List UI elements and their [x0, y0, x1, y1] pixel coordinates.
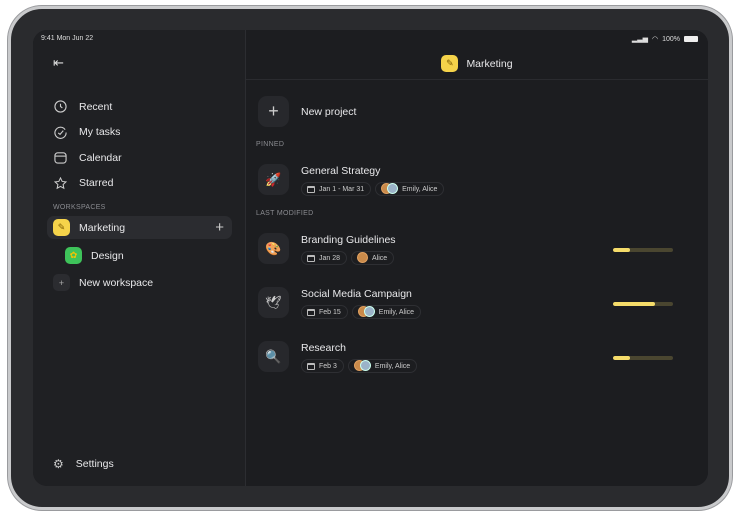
settings-label: Settings — [75, 458, 114, 470]
calendar-icon — [307, 185, 315, 193]
avatar — [363, 305, 375, 317]
plus-icon: + — [53, 274, 70, 291]
plus-icon: + — [258, 96, 289, 127]
project-date: Feb 3 — [319, 362, 337, 370]
progress-bar — [613, 356, 673, 360]
new-project-label: New project — [301, 106, 357, 118]
date-chip: Jan 28 — [301, 251, 348, 265]
header: ✎ Marketing — [246, 48, 708, 80]
workspaces-label: WORKSPACES — [53, 204, 106, 211]
project-row[interactable]: 🎨 Branding Guidelines Jan 28 Alice — [258, 233, 396, 265]
new-workspace-label: New workspace — [79, 276, 154, 289]
project-people: Emily, Alice — [378, 308, 415, 316]
gear-icon: ⚙ — [53, 457, 64, 471]
pinned-label: PINNED — [256, 141, 285, 148]
nav-recent[interactable]: Recent — [53, 94, 122, 120]
calendar-icon — [307, 254, 315, 262]
progress-bar — [613, 248, 673, 252]
project-row[interactable]: 🕊 Social Media Campaign Feb 15 Emily, Al… — [258, 287, 422, 319]
new-project-button[interactable]: + New project — [258, 96, 356, 127]
date-chip: Jan 1 - Mar 31 — [301, 182, 372, 196]
nav-label: My tasks — [79, 126, 121, 139]
workspace-label: Design — [91, 249, 124, 262]
wifi-icon: ◠ — [651, 36, 659, 43]
last-modified-label: LAST MODIFIED — [256, 210, 314, 217]
new-workspace-button[interactable]: + New workspace — [47, 271, 232, 294]
progress-bar — [613, 302, 673, 306]
project-date: Feb 15 — [319, 308, 341, 316]
avatars — [357, 251, 369, 265]
calendar-icon — [307, 308, 315, 316]
calendar-icon — [53, 151, 67, 165]
project-icon: 🎨 — [258, 233, 289, 264]
date-chip: Feb 3 — [301, 359, 344, 373]
project-people: Emily, Alice — [402, 185, 438, 193]
project-icon: 🕊 — [258, 287, 289, 318]
project-row[interactable]: 🚀 General Strategy Jan 1 - Mar 31 Emily,… — [258, 164, 445, 196]
project-people: Emily, Alice — [374, 362, 411, 370]
project-title: Research — [301, 342, 346, 354]
project-icon: 🔍 — [258, 341, 289, 372]
project-date: Jan 28 — [319, 254, 341, 262]
workspace-label: Marketing — [79, 221, 126, 234]
battery-icon — [684, 36, 698, 42]
nav-starred[interactable]: Starred — [53, 171, 122, 197]
avatar — [357, 251, 369, 263]
avatars — [357, 305, 375, 319]
avatar — [359, 359, 371, 371]
nav-calendar[interactable]: Calendar — [53, 145, 122, 171]
avatars — [381, 182, 399, 196]
progress-fill — [613, 248, 630, 252]
avatar — [387, 182, 399, 194]
pen-icon: ✎ — [441, 55, 459, 72]
collapse-sidebar-icon[interactable]: ⇤ — [53, 55, 64, 70]
project-title: Social Media Campaign — [301, 288, 412, 300]
sidebar: 9:41 Mon Jun 22 ⇤ Recent My tasks Calend… — [33, 30, 246, 486]
screen: 9:41 Mon Jun 22 ⇤ Recent My tasks Calend… — [33, 30, 708, 486]
project-people: Alice — [372, 254, 388, 262]
nav-my-tasks[interactable]: My tasks — [53, 120, 122, 146]
workspace-marketing[interactable]: ✎ Marketing + — [47, 216, 232, 239]
pen-icon: ✎ — [53, 219, 70, 236]
main-panel: ▂▃▅ ◠ 100% ✎ Marketing + New project PINNE… — [246, 30, 708, 486]
project-title: Branding Guidelines — [301, 234, 396, 246]
star-icon — [53, 176, 67, 190]
status-time: 9:41 Mon Jun 22 — [41, 35, 94, 42]
people-chip: Emily, Alice — [351, 305, 422, 319]
clock-icon — [53, 100, 67, 114]
workspace-design[interactable]: ✿ Design — [47, 244, 232, 267]
battery-level: 100% — [662, 35, 680, 43]
project-row[interactable]: 🔍 Research Feb 3 Emily, Alice — [258, 341, 418, 373]
people-chip: Alice — [351, 251, 395, 265]
people-chip: Emily, Alice — [375, 182, 445, 196]
project-title: General Strategy — [301, 165, 381, 177]
settings-button[interactable]: ⚙ Settings — [53, 457, 114, 471]
nav-label: Calendar — [79, 151, 122, 164]
progress-fill — [613, 302, 655, 306]
status-bar: ▂▃▅ ◠ 100% — [632, 35, 698, 43]
add-icon[interactable]: + — [215, 219, 224, 236]
page-title: Marketing — [466, 57, 513, 70]
avatars — [353, 359, 371, 373]
nav-label: Recent — [79, 100, 113, 113]
signal-icon: ▂▃▅ — [631, 36, 648, 43]
nav-label: Starred — [79, 177, 114, 190]
progress-fill — [613, 356, 630, 360]
check-circle-icon — [53, 125, 67, 139]
project-date: Jan 1 - Mar 31 — [319, 185, 365, 193]
flower-icon: ✿ — [65, 247, 82, 264]
date-chip: Feb 15 — [301, 305, 348, 319]
calendar-icon — [307, 362, 315, 370]
people-chip: Emily, Alice — [347, 359, 418, 373]
project-icon: 🚀 — [258, 164, 289, 195]
